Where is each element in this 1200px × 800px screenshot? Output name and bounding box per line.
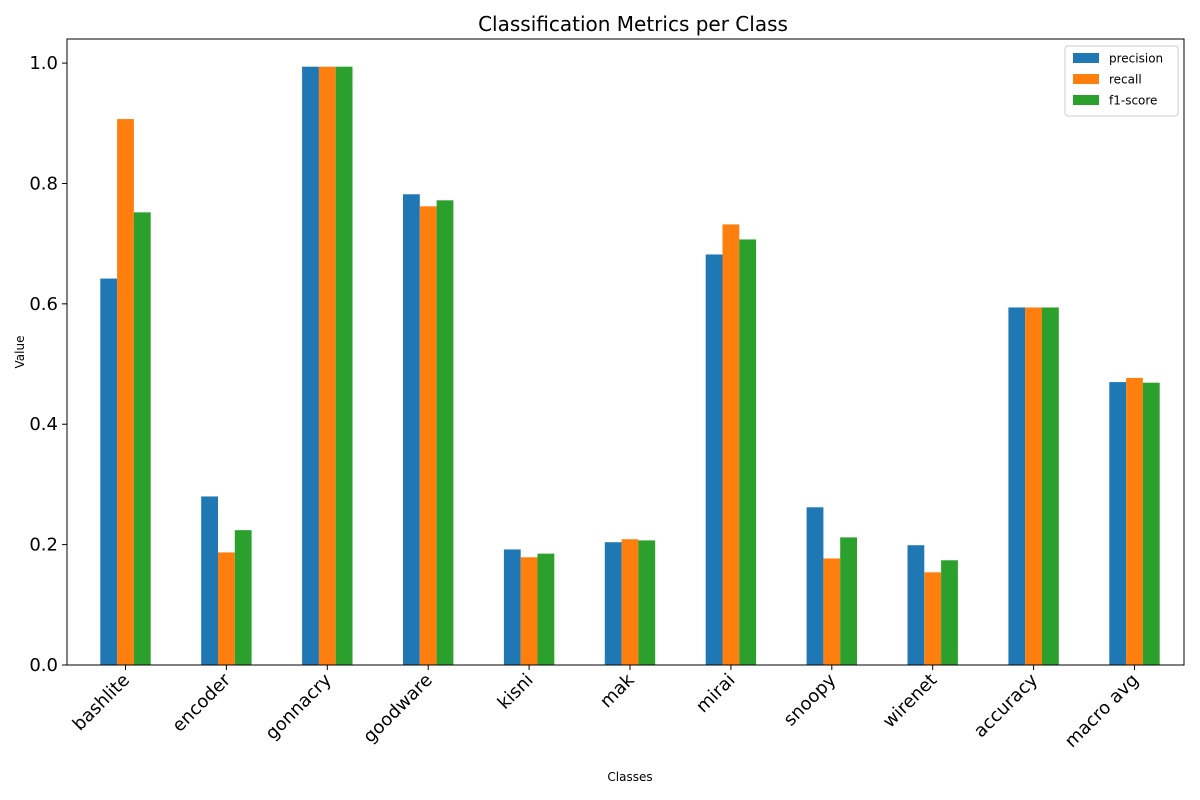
bar-recall-kisni: [520, 557, 538, 665]
y-tick-label: 1.0: [29, 53, 58, 74]
legend-swatch-recall: [1073, 74, 1099, 84]
bar-precision-mak: [604, 542, 622, 665]
bar-precision-wirenet: [907, 545, 925, 665]
bar-precision-accuracy: [1008, 307, 1026, 665]
legend-label-f1-score: f1-score: [1109, 94, 1157, 108]
bar-f1-score-snoopy: [840, 537, 857, 665]
bar-recall-macro-avg: [1126, 377, 1143, 665]
bar-f1-score-bashlite: [133, 212, 151, 665]
bar-recall-bashlite: [117, 119, 134, 665]
x-tick-label: mirai: [692, 670, 739, 717]
bar-recall-gonnacry: [318, 66, 336, 665]
bars-group: [100, 66, 1160, 666]
bar-f1-score-mak: [638, 540, 656, 665]
y-tick-label: 0.2: [29, 535, 58, 556]
x-tick-label: gonnacry: [261, 669, 336, 744]
bar-precision-gonnacry: [302, 66, 319, 665]
y-axis: 0.0 0.2 0.4 0.6 0.8 1.0: [29, 53, 67, 676]
x-tick-label: macro avg: [1061, 670, 1143, 752]
x-tick-label: kisni: [494, 670, 538, 714]
bar-precision-bashlite: [100, 278, 118, 665]
x-tick-label: accuracy: [970, 669, 1043, 742]
bar-f1-score-macro-avg: [1142, 382, 1160, 665]
x-tick-label: bashlite: [69, 670, 134, 735]
bar-f1-score-encoder: [234, 530, 252, 665]
bar-precision-kisni: [503, 549, 521, 665]
x-tick-label: goodware: [359, 670, 437, 748]
bar-f1-score-wirenet: [941, 560, 958, 665]
x-tick-label: snoopy: [780, 669, 841, 730]
plot-frame: [66, 38, 1185, 666]
legend-label-recall: recall: [1109, 73, 1142, 87]
legend-swatch-precision: [1073, 53, 1099, 63]
bar-precision-macro-avg: [1109, 382, 1127, 665]
bar-f1-score-gonnacry: [335, 66, 353, 665]
bar-precision-goodware: [403, 194, 420, 666]
bar-precision-encoder: [201, 496, 218, 665]
y-tick-label: 0.8: [29, 173, 58, 194]
legend-swatch-f1-score: [1073, 95, 1099, 105]
x-axis: bashlite encoder gonnacry goodware kisni mak m…: [69, 665, 1143, 752]
y-tick-label: 0.4: [29, 414, 58, 435]
legend-label-precision: precision: [1109, 52, 1163, 66]
bar-precision-mirai: [705, 254, 723, 666]
y-axis-label: Value: [13, 336, 27, 369]
x-axis-label: Classes: [607, 770, 652, 784]
legend: precision recall f1-score: [1064, 45, 1179, 117]
bar-recall-snoopy: [823, 558, 841, 665]
bar-f1-score-accuracy: [1042, 307, 1059, 665]
bar-f1-score-goodware: [436, 200, 454, 665]
y-tick-label: 0.6: [29, 294, 58, 315]
bar-recall-goodware: [419, 206, 437, 665]
bar-recall-encoder: [218, 552, 235, 665]
x-tick-label: mak: [596, 669, 639, 712]
y-tick-label: 0.0: [29, 655, 58, 676]
bar-recall-mak: [621, 539, 639, 665]
chart-title: Classification Metrics per Class: [478, 12, 788, 36]
x-tick-label: wirenet: [879, 670, 941, 732]
bar-precision-snoopy: [806, 507, 824, 665]
bar-f1-score-mirai: [739, 239, 757, 665]
bar-recall-wirenet: [924, 572, 942, 665]
bar-f1-score-kisni: [537, 553, 555, 665]
bar-recall-accuracy: [1025, 307, 1042, 665]
bar-recall-mirai: [722, 224, 740, 665]
x-tick-label: encoder: [168, 669, 235, 736]
